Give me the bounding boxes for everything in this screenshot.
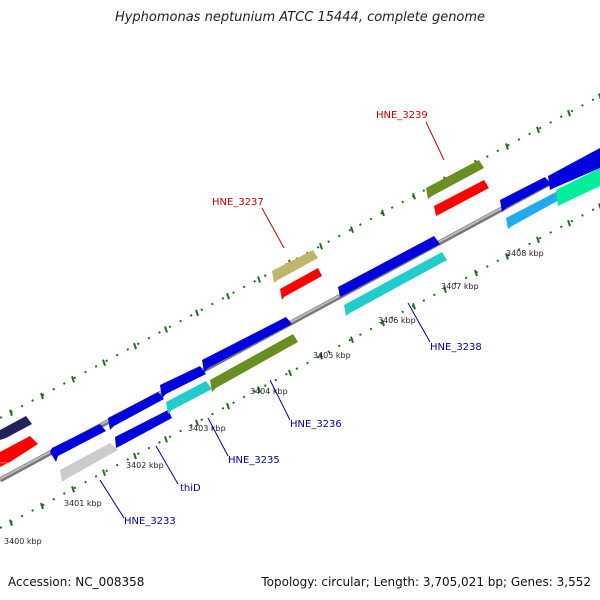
gene-feature [202,317,292,372]
major-tick [567,109,571,117]
major-tick [102,469,106,477]
major-tick [319,242,323,250]
major-tick [598,93,600,100]
major-tick [381,209,385,217]
gene-feature [426,160,484,199]
major-tick [133,342,137,350]
tick-labels: 3400 kbp 3401 kbp 3402 kbp 3403 kbp 3404… [4,249,544,546]
gene-label-hne-3238: HNE_3238 [430,342,482,353]
major-tick [505,143,509,150]
tick-label: 3401 kbp [64,499,102,508]
major-tick [226,402,230,410]
map-title: Hyphomonas neptunium ATCC 15444, complet… [114,10,486,25]
tick-label: 3404 kbp [250,387,288,396]
gene-feature [0,416,32,440]
gene-label-hne-3235: HNE_3235 [228,455,280,466]
gene-feature [500,177,551,212]
major-tick [474,269,478,277]
gene-feature [160,366,206,398]
major-tick [536,236,540,244]
major-tick [598,203,600,210]
gene-feature [0,462,10,467]
gene-feature [272,250,318,283]
gene-feature [115,410,172,448]
gene-labels: HNE_3239 HNE_3237 HNE_3238 HNE_3236 HNE_… [124,110,482,527]
major-tick [71,486,75,493]
major-tick [567,219,571,227]
gene-feature [556,168,600,206]
major-tick [9,519,13,526]
major-tick [381,319,385,327]
gene-feature [506,192,561,229]
gene-feature [344,252,447,316]
major-tick [9,409,13,416]
major-tick [536,126,540,134]
tick-label: 3405 kbp [313,351,351,360]
tick-label: 3407 kbp [441,282,479,291]
major-tick [71,376,75,383]
upper-strand-genes [0,148,600,482]
gene-feature [210,334,298,392]
gene-feature [108,392,164,430]
major-tick [164,326,168,333]
major-tick [257,276,261,283]
major-tick [505,253,509,260]
major-tick [195,309,199,317]
label-leaders [99,121,445,519]
major-tick [319,352,323,360]
tick-label: 3402 kbp [126,461,164,470]
tick-label: 3406 kbp [378,316,416,325]
gene-feature [0,436,38,467]
major-tick [102,359,106,367]
gene-feature [280,268,322,300]
gene-feature [548,148,600,190]
gene-label-hne-3233: HNE_3233 [124,516,176,527]
major-tick [412,303,416,310]
major-tick [195,419,199,427]
gene-feature [50,424,106,462]
gene-feature [338,236,440,297]
major-tick [350,226,354,233]
major-tick [226,292,230,300]
major-tick [133,452,137,460]
major-tick [350,336,354,343]
gene-feature [166,381,212,414]
gene-label-thid: thiD [180,483,201,494]
accession-text: Accession: NC_008358 [8,575,145,589]
tick-label: 3400 kbp [4,537,42,546]
tick-label: 3408 kbp [506,249,544,258]
gene-label-hne-3237: HNE_3237 [212,197,264,208]
major-tick [164,436,168,443]
tick-label: 3403 kbp [188,424,226,433]
topology-summary: Topology: circular; Length: 3,705,021 bp… [261,575,591,589]
gene-label-hne-3239: HNE_3239 [376,110,428,121]
major-tick [412,193,416,200]
gene-label-hne-3236: HNE_3236 [290,419,342,430]
gene-feature [434,180,489,216]
gene-feature [60,443,118,482]
major-tick [40,502,44,510]
major-tick [443,286,447,294]
major-tick [257,386,261,393]
major-tick [40,392,44,400]
major-tick [288,369,292,377]
